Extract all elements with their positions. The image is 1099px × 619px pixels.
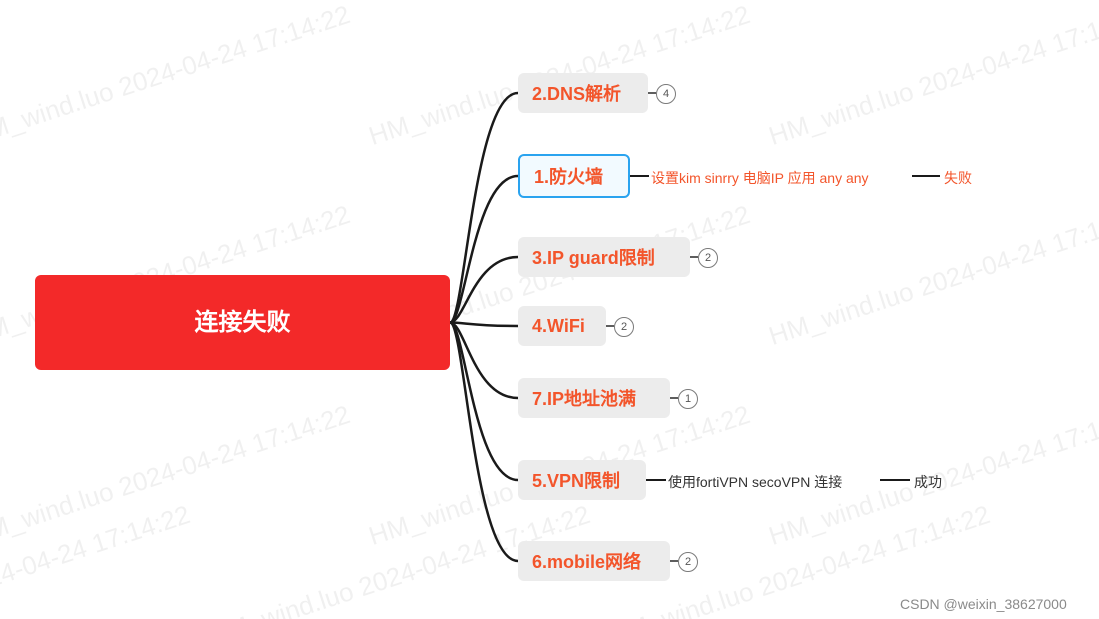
branch-label: 6.mobile网络 — [532, 548, 641, 574]
count-badge-value: 1 — [685, 393, 691, 405]
root-line2: 连接失败 — [35, 306, 450, 340]
sub-node-s2a[interactable]: 设置kim sinrry 电脑IP 应用 any any — [651, 168, 869, 188]
branch-node-b1[interactable]: 2.DNS解析 — [518, 73, 648, 113]
edge-root-b5 — [450, 323, 518, 399]
branch-label: 2.DNS解析 — [532, 80, 621, 106]
count-badge-value: 2 — [685, 556, 691, 568]
branch-node-b4[interactable]: 4.WiFi — [518, 306, 606, 346]
sub-label: 成功 — [914, 474, 942, 490]
branch-node-b3[interactable]: 3.IP guard限制 — [518, 237, 690, 277]
branch-label: 4.WiFi — [532, 316, 585, 337]
branch-label: 7.IP地址池满 — [532, 385, 636, 411]
count-badge[interactable]: 2 — [614, 317, 634, 337]
count-badge[interactable]: 2 — [678, 552, 698, 572]
branch-node-b5[interactable]: 7.IP地址池满 — [518, 378, 670, 418]
watermark: HM_wind.luo 2024-04-24 17:14:22 — [765, 199, 1099, 352]
count-badge[interactable]: 2 — [698, 248, 718, 268]
watermark: HM_wind.luo 2024-04-24 17:14:22 — [765, 0, 1099, 152]
watermark: HM_wind.luo 2024-04-24 17:14:22 — [0, 0, 354, 152]
edge-root-b4 — [450, 323, 518, 327]
watermark: HM_wind.luo 2024-04-24 17:14:22 — [0, 399, 354, 552]
sub-node-s6a[interactable]: 使用fortiVPN secoVPN 连接 — [668, 472, 842, 492]
branch-label: 1.防火墙 — [534, 163, 603, 189]
sub-node-s2b[interactable]: 失败 — [944, 168, 972, 188]
branch-label: 5.VPN限制 — [532, 467, 620, 493]
watermark: HM_wind.luo 2024-04-24 17:14:22 — [0, 499, 194, 619]
edge-root-b7 — [450, 323, 518, 562]
edge-root-b6 — [450, 323, 518, 481]
branch-node-b7[interactable]: 6.mobile网络 — [518, 541, 670, 581]
branch-node-b2[interactable]: 1.防火墙 — [518, 154, 630, 198]
edge-root-b2 — [450, 176, 518, 323]
count-badge-value: 2 — [621, 321, 627, 333]
branch-label: 3.IP guard限制 — [532, 244, 655, 270]
count-badge-value: 4 — [663, 88, 669, 100]
branch-node-b6[interactable]: 5.VPN限制 — [518, 460, 646, 500]
sub-label: 使用fortiVPN secoVPN 连接 — [668, 474, 842, 490]
count-badge[interactable]: 1 — [678, 389, 698, 409]
sub-label: 设置kim sinrry 电脑IP 应用 any any — [651, 170, 869, 186]
count-badge[interactable]: 4 — [656, 84, 676, 104]
sub-node-s6b[interactable]: 成功 — [914, 472, 942, 492]
count-badge-value: 2 — [705, 252, 711, 264]
root-node[interactable]: 连接失败 — [35, 275, 450, 370]
sub-label: 失败 — [944, 170, 972, 186]
edge-root-b3 — [450, 257, 518, 323]
edge-root-b1 — [450, 93, 518, 323]
credit-text: CSDN @weixin_38627000 — [900, 596, 1067, 612]
